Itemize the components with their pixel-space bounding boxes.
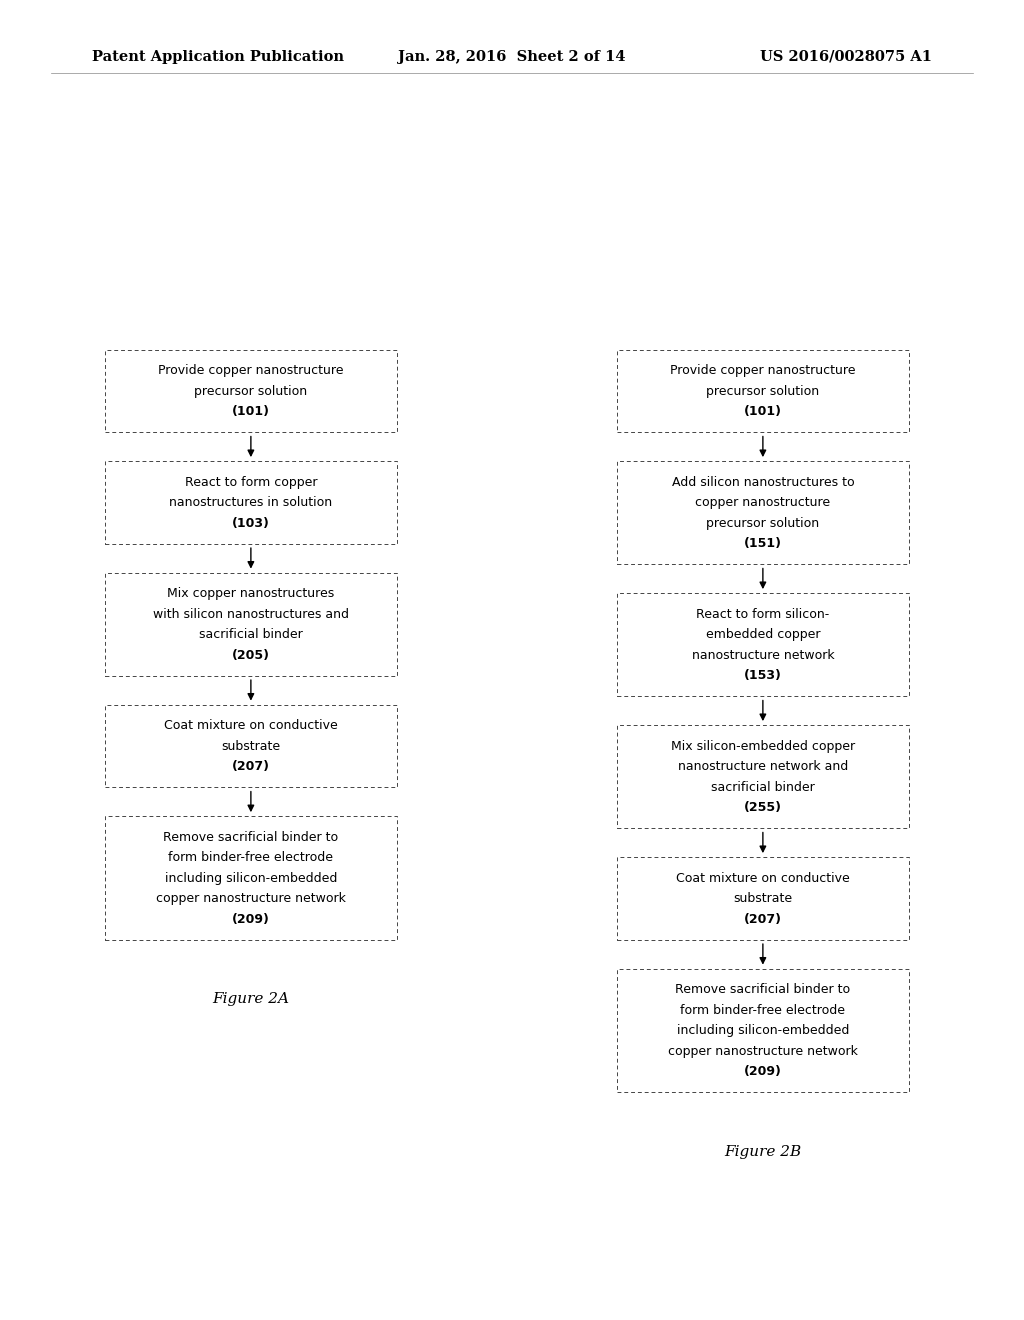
Text: with silicon nanostructures and: with silicon nanostructures and (153, 607, 349, 620)
Text: Figure 2A: Figure 2A (212, 993, 290, 1006)
Text: (209): (209) (232, 912, 269, 925)
Text: React to form copper: React to form copper (184, 475, 317, 488)
Text: (153): (153) (744, 669, 781, 682)
Text: precursor solution: precursor solution (707, 516, 819, 529)
Text: Mix silicon-embedded copper: Mix silicon-embedded copper (671, 739, 855, 752)
Text: Remove sacrificial binder to: Remove sacrificial binder to (163, 830, 339, 843)
Text: Provide copper nanostructure: Provide copper nanostructure (670, 364, 856, 378)
FancyBboxPatch shape (616, 858, 909, 940)
Text: form binder-free electrode: form binder-free electrode (680, 1003, 846, 1016)
Text: substrate: substrate (221, 739, 281, 752)
Text: (101): (101) (231, 405, 270, 418)
Text: Provide copper nanostructure: Provide copper nanostructure (158, 364, 344, 378)
Text: (151): (151) (743, 537, 782, 550)
FancyBboxPatch shape (105, 816, 396, 940)
Text: form binder-free electrode: form binder-free electrode (168, 851, 334, 865)
FancyBboxPatch shape (616, 726, 909, 829)
Text: (207): (207) (743, 912, 782, 925)
Text: including silicon-embedded: including silicon-embedded (165, 871, 337, 884)
Text: nanostructures in solution: nanostructures in solution (169, 496, 333, 510)
Text: precursor solution: precursor solution (195, 384, 307, 397)
Text: (101): (101) (743, 405, 782, 418)
Text: precursor solution: precursor solution (707, 384, 819, 397)
Text: US 2016/0028075 A1: US 2016/0028075 A1 (760, 50, 932, 63)
Text: embedded copper: embedded copper (706, 628, 820, 642)
Text: Coat mixture on conductive: Coat mixture on conductive (164, 719, 338, 733)
Text: Patent Application Publication: Patent Application Publication (92, 50, 344, 63)
Text: copper nanostructure network: copper nanostructure network (156, 892, 346, 906)
Text: sacrificial binder: sacrificial binder (199, 628, 303, 642)
Text: Figure 2B: Figure 2B (724, 1144, 802, 1159)
FancyBboxPatch shape (105, 705, 396, 787)
FancyBboxPatch shape (105, 573, 396, 676)
Text: nanostructure network and: nanostructure network and (678, 760, 848, 774)
FancyBboxPatch shape (616, 350, 909, 433)
Text: including silicon-embedded: including silicon-embedded (677, 1024, 849, 1038)
Text: (207): (207) (231, 760, 270, 774)
Text: Remove sacrificial binder to: Remove sacrificial binder to (675, 983, 851, 997)
Text: Coat mixture on conductive: Coat mixture on conductive (676, 871, 850, 884)
Text: React to form silicon-: React to form silicon- (696, 607, 829, 620)
FancyBboxPatch shape (616, 462, 909, 565)
Text: (205): (205) (231, 648, 270, 661)
Text: copper nanostructure: copper nanostructure (695, 496, 830, 510)
FancyBboxPatch shape (616, 969, 909, 1093)
FancyBboxPatch shape (616, 594, 909, 697)
Text: sacrificial binder: sacrificial binder (711, 780, 815, 793)
Text: nanostructure network: nanostructure network (691, 648, 835, 661)
Text: Jan. 28, 2016  Sheet 2 of 14: Jan. 28, 2016 Sheet 2 of 14 (398, 50, 626, 63)
Text: (209): (209) (744, 1065, 781, 1078)
FancyBboxPatch shape (105, 350, 396, 433)
FancyBboxPatch shape (105, 462, 396, 544)
Text: (103): (103) (232, 516, 269, 529)
Text: copper nanostructure network: copper nanostructure network (668, 1044, 858, 1057)
Text: substrate: substrate (733, 892, 793, 906)
Text: (255): (255) (743, 801, 782, 814)
Text: Add silicon nanostructures to: Add silicon nanostructures to (672, 475, 854, 488)
Text: Mix copper nanostructures: Mix copper nanostructures (167, 587, 335, 601)
